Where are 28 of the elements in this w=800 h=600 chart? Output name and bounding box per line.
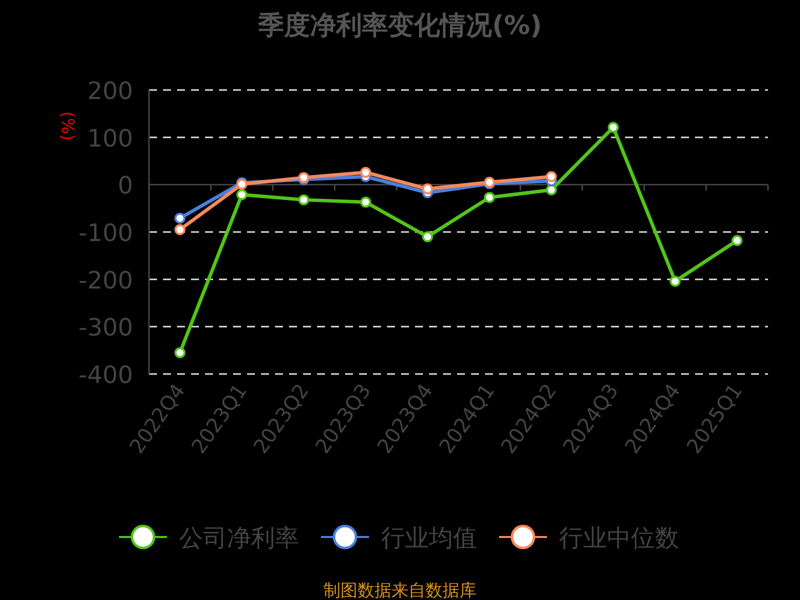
point — [732, 235, 743, 246]
y-tick-label: 100 — [87, 124, 133, 152]
point — [360, 196, 372, 208]
y-tick-label: 200 — [87, 77, 133, 105]
point — [670, 276, 681, 287]
point — [174, 347, 186, 358]
point — [546, 171, 557, 182]
point — [546, 184, 557, 196]
point — [422, 231, 434, 242]
point — [174, 224, 186, 236]
point — [236, 189, 248, 200]
point — [298, 194, 310, 206]
legend-label: 行业中位数 — [559, 524, 679, 552]
y-tick-label: 0 — [118, 172, 133, 200]
point — [360, 166, 372, 178]
y-tick-label: -300 — [78, 314, 133, 342]
point — [174, 212, 186, 224]
y-tick-label: -200 — [78, 266, 133, 294]
point — [422, 183, 434, 194]
y-tick-label: -100 — [78, 219, 133, 247]
legend-label: 行业均值 — [381, 524, 477, 552]
y-axis-title: (%) — [57, 111, 77, 141]
text: 制图数据来自数据库 — [324, 581, 476, 600]
chart-title: 季度净利率变化情况(%) — [257, 11, 542, 41]
y-tick-label: -400 — [78, 361, 133, 389]
point — [608, 122, 619, 133]
point — [484, 192, 495, 203]
legend-label: 公司净利率 — [179, 524, 299, 552]
